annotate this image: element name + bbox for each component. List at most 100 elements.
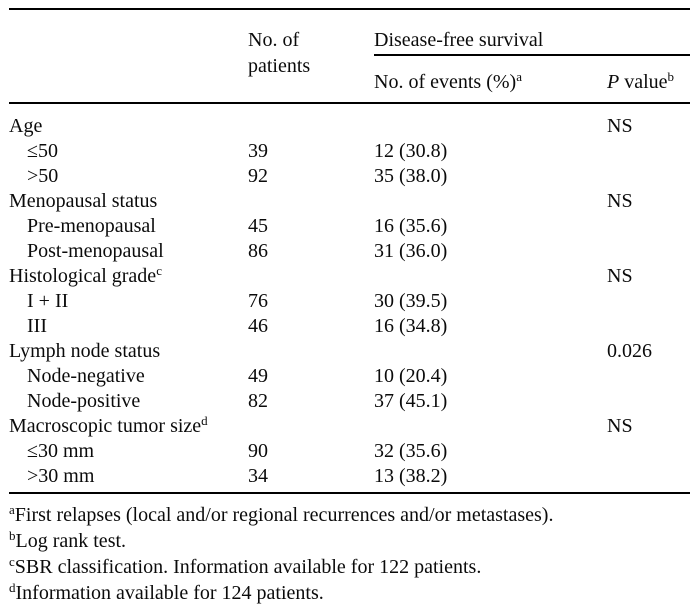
p-value: NS (607, 415, 633, 437)
events-count: 35 (38.0) (374, 165, 448, 187)
p-value (607, 314, 690, 339)
row-label-text: Node-negative (27, 365, 145, 387)
patients-count: 90 (248, 440, 268, 462)
footnote-a-marker: a (9, 502, 15, 517)
row-label-text: Post-menopausal (27, 240, 164, 262)
row-label: Lymph node status (9, 339, 248, 364)
patients-count: 46 (248, 315, 268, 337)
p-value (607, 364, 690, 389)
patients-count: 76 (248, 290, 268, 312)
events-count: 13 (38.2) (374, 464, 607, 494)
events-count: 16 (34.8) (374, 315, 448, 337)
row-label: Age (9, 103, 248, 139)
row-label: III (9, 314, 248, 339)
footnote-b-marker: b (9, 528, 16, 543)
row-age-gt-50: >50 92 35 (38.0) (9, 164, 690, 189)
footnote-d: dInformation available for 124 patients. (9, 580, 690, 605)
row-label-text: ≤50 (27, 140, 58, 162)
patients-count: 92 (248, 165, 268, 187)
row-lymph-node-status: Lymph node status 0.026 (9, 339, 690, 364)
patients-count: 39 (248, 140, 268, 162)
footnote-a: aFirst relapses (local and/or regional r… (9, 502, 690, 528)
patients-count (248, 414, 374, 439)
footnote-marker-d: d (201, 413, 208, 428)
patients-count (248, 339, 374, 364)
row-grade-1-2: I + II 76 30 (39.5) (9, 289, 690, 314)
header-disease-free-survival: Disease-free survival (374, 9, 690, 56)
row-label: I + II (9, 289, 248, 314)
patients-count: 34 (248, 464, 374, 494)
patients-count: 45 (248, 215, 268, 237)
row-label: Node-positive (9, 389, 248, 414)
events-count: 32 (35.6) (374, 440, 448, 462)
p-value (607, 289, 690, 314)
p-value (607, 389, 690, 414)
footnote-b-text: Log rank test. (15, 530, 127, 552)
patients-count (248, 103, 374, 139)
row-tumor-size: Macroscopic tumor sized NS (9, 414, 690, 439)
row-label: Post-menopausal (9, 239, 248, 264)
row-label: ≤50 (9, 139, 248, 164)
footnote-d-marker: d (9, 580, 16, 595)
row-label: Pre-menopausal (9, 214, 248, 239)
events-count (374, 103, 607, 139)
row-label: >50 (9, 164, 248, 189)
events-count: 37 (45.1) (374, 390, 448, 412)
p-value (607, 139, 690, 164)
events-count: 31 (36.0) (374, 240, 448, 262)
p-value: NS (607, 115, 633, 137)
row-label-text: Histological grade (9, 265, 157, 287)
footnote-marker-c: c (156, 263, 162, 278)
row-pre-menopausal: Pre-menopausal 45 16 (35.6) (9, 214, 690, 239)
row-menopausal-status: Menopausal status NS (9, 189, 690, 214)
p-value: NS (607, 265, 633, 287)
events-count (374, 414, 607, 439)
row-label-text: >30 mm (27, 465, 95, 487)
footnote-d-text: Information available for 124 patients. (15, 582, 324, 604)
header-no-of-events: No. of events (%)a (374, 55, 607, 104)
row-label-text: III (27, 315, 47, 337)
p-value (607, 214, 690, 239)
row-label-text: Lymph node status (9, 340, 161, 362)
row-node-negative: Node-negative 49 10 (20.4) (9, 364, 690, 389)
p-value: 0.026 (607, 340, 652, 362)
patients-count (248, 189, 374, 214)
footnote-c: cSBR classification. Information availab… (9, 554, 690, 580)
footnote-c-text: SBR classification. Information availabl… (14, 556, 482, 578)
events-count: 10 (20.4) (374, 365, 448, 387)
row-size-le-30: ≤30 mm 90 32 (35.6) (9, 439, 690, 464)
events-count: 12 (30.8) (374, 140, 448, 162)
row-label-text: Macroscopic tumor size (9, 415, 202, 437)
row-grade-3: III 46 16 (34.8) (9, 314, 690, 339)
row-node-positive: Node-positive 82 37 (45.1) (9, 389, 690, 414)
events-count: 30 (39.5) (374, 290, 448, 312)
row-age-le-50: ≤50 39 12 (30.8) (9, 139, 690, 164)
patients-count: 49 (248, 365, 268, 387)
events-count: 16 (35.6) (374, 215, 448, 237)
row-label: Node-negative (9, 364, 248, 389)
row-post-menopausal: Post-menopausal 86 31 (36.0) (9, 239, 690, 264)
row-label-text: ≤30 mm (27, 440, 95, 462)
row-label-text: Pre-menopausal (27, 215, 156, 237)
table-footnotes: aFirst relapses (local and/or regional r… (9, 502, 690, 605)
table-body: Age NS ≤50 39 12 (30.8) >50 92 35 (38.0)… (9, 103, 690, 494)
p-value (607, 239, 690, 264)
header-row-1: No. of patients Disease-free survival (9, 9, 690, 104)
footnote-marker-b: b (667, 69, 675, 84)
header-p-value-label: value (619, 71, 668, 93)
row-age: Age NS (9, 103, 690, 139)
header-p-value-p: P (607, 71, 620, 93)
row-label: ≤30 mm (9, 439, 248, 464)
p-value (607, 164, 690, 189)
footnote-c-marker: c (9, 554, 15, 569)
events-count (374, 189, 607, 214)
row-label-text: Menopausal status (9, 190, 158, 212)
row-label: >30 mm (9, 464, 248, 494)
prognostic-factors-table: No. of patients Disease-free survival No… (9, 8, 690, 494)
row-label-text: Node-positive (27, 390, 141, 412)
footnote-a-text: First relapses (local and/or regional re… (14, 504, 554, 526)
row-label-text: Age (9, 115, 43, 137)
header-p-value: P valueb (607, 55, 690, 104)
row-label: Histological gradec (9, 264, 248, 289)
